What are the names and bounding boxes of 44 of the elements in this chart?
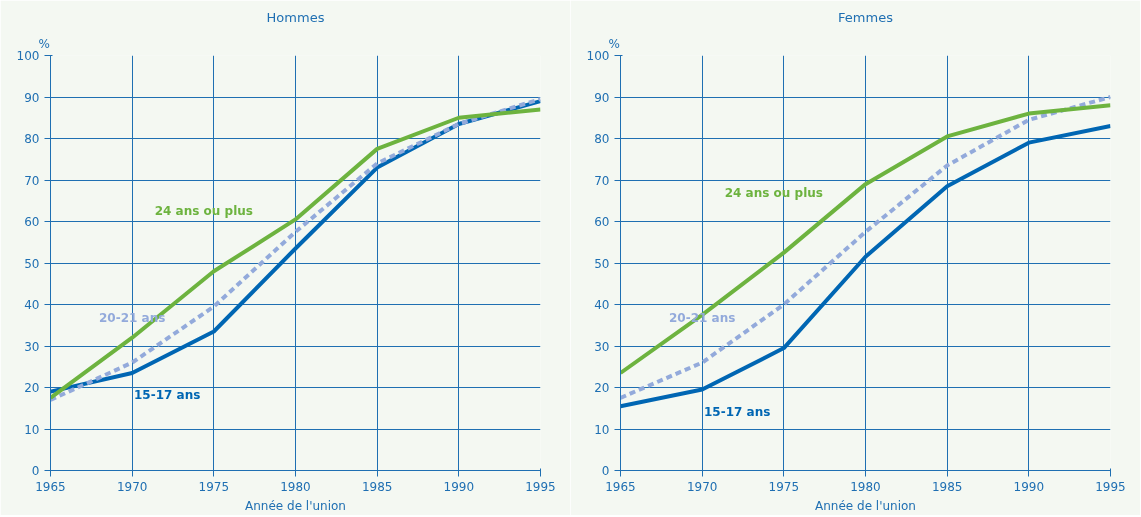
x-tick-label: 1995 — [525, 479, 556, 494]
y-tick-label: 0 — [601, 464, 610, 478]
y-tick-label: 70 — [24, 173, 40, 188]
x-tick-label: 1990 — [443, 479, 475, 494]
x-tick-label: 1970 — [686, 479, 718, 494]
x-tick-label: 1995 — [1095, 479, 1126, 494]
x-axis-title: Année de l'union — [245, 498, 346, 513]
y-tick-label: 40 — [24, 298, 40, 312]
y-tick-label: 40 — [594, 298, 610, 312]
x-tick-label: 1985 — [361, 479, 393, 494]
y-tick-label: 30 — [24, 339, 40, 354]
x-tick-label: 1975 — [198, 479, 230, 494]
x-tick-label: 1980 — [850, 479, 881, 494]
y-tick-label: 20 — [24, 381, 40, 395]
series-label: 15-17 ans — [704, 404, 771, 419]
y-tick-label: 10 — [24, 422, 40, 437]
x-tick-label: 1990 — [1013, 479, 1045, 494]
y-tick-label: 80 — [594, 132, 610, 146]
x-tick-label: 1965 — [605, 479, 636, 494]
y-tick-label: 100 — [586, 49, 610, 63]
x-tick-label: 1965 — [35, 479, 66, 494]
y-tick-label: 50 — [24, 256, 40, 271]
y-tick-label: 90 — [594, 90, 610, 105]
y-tick-label: 0 — [31, 464, 40, 478]
y-axis-title: % — [38, 36, 50, 51]
y-tick-label: 60 — [594, 215, 610, 229]
y-tick-label: 70 — [594, 173, 610, 188]
y-tick-label: 60 — [24, 215, 40, 229]
x-tick-label: 1985 — [931, 479, 963, 494]
y-tick-label: 20 — [594, 381, 610, 395]
x-tick-label: 1970 — [116, 479, 148, 494]
x-tick-label: 1975 — [768, 479, 800, 494]
series-label: 15-17 ans — [134, 387, 201, 402]
y-tick-label: 90 — [24, 90, 40, 105]
y-tick-label: 80 — [24, 132, 40, 146]
y-tick-label: 100 — [16, 49, 40, 63]
y-tick-label: 50 — [594, 256, 610, 271]
chart-title: Femmes — [838, 9, 894, 25]
x-axis-title: Année de l'union — [815, 498, 916, 513]
y-tick-label: 10 — [594, 422, 610, 437]
chart-title: Hommes — [266, 9, 325, 25]
x-tick-label: 1980 — [280, 479, 311, 494]
y-axis-title: % — [608, 36, 620, 51]
y-tick-label: 30 — [594, 339, 610, 354]
